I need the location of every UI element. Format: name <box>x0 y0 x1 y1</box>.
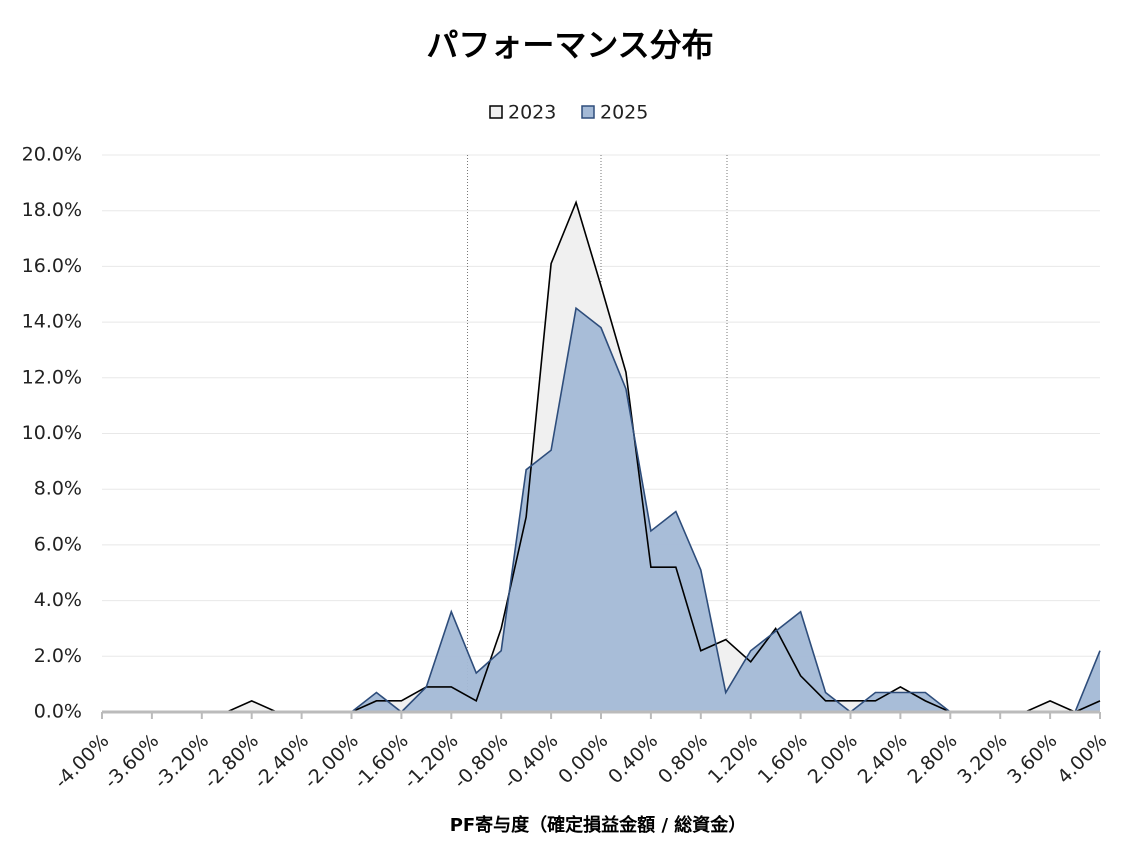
y-tick-label: 18.0% <box>22 199 82 221</box>
x-tick-label: -0.40% <box>499 730 562 793</box>
x-tick-label: 2.00% <box>804 730 862 788</box>
x-tick-label: 0.40% <box>604 730 662 788</box>
y-tick-label: 2.0% <box>34 645 82 667</box>
area <box>102 308 1100 712</box>
x-tick-label: 2.40% <box>854 730 912 788</box>
legend-swatch <box>581 105 595 119</box>
line <box>102 199 1101 713</box>
legend-label: 2023 <box>508 102 556 124</box>
legend-swatch <box>489 105 503 119</box>
y-tick-label: 12.0% <box>22 366 82 388</box>
x-axis-label: PF寄与度（確定損益金額 / 総資金） <box>450 814 747 836</box>
x-tick-label: 3.60% <box>1003 730 1061 788</box>
legend-label: 2025 <box>600 102 648 124</box>
y-tick-label: 4.0% <box>34 589 82 611</box>
x-tick-label: -2.80% <box>200 730 263 793</box>
y-tick-label: 6.0% <box>34 533 82 555</box>
x-tick-label: 4.00% <box>1053 730 1111 788</box>
x-tick-label: 2.80% <box>903 730 961 788</box>
y-tick-label: 8.0% <box>34 478 82 500</box>
x-tick-label: -3.60% <box>100 730 163 793</box>
x-tick-label: 1.60% <box>754 730 812 788</box>
x-tick-label: -2.40% <box>250 730 313 793</box>
x-tick-label: 1.20% <box>704 730 762 788</box>
y-tick-label: 20.0% <box>22 144 82 166</box>
y-tick-label: 10.0% <box>22 422 82 444</box>
y-tick-label: 14.0% <box>22 311 82 333</box>
chart-title: パフォーマンス分布 <box>426 26 713 64</box>
x-tick-label: -4.00% <box>50 730 113 793</box>
x-tick-label: 3.20% <box>953 730 1011 788</box>
x-tick-label: 0.00% <box>554 730 612 788</box>
y-tick-label: 16.0% <box>22 255 82 277</box>
x-tick-label: 0.80% <box>654 730 712 788</box>
y-tick-label: 0.0% <box>34 701 82 723</box>
x-tick-label: -1.20% <box>400 730 463 793</box>
x-tick-label: -3.20% <box>150 730 213 793</box>
x-tick-label: -0.80% <box>450 730 513 793</box>
x-tick-label: -1.60% <box>350 730 413 793</box>
x-tick-label: -2.00% <box>300 730 363 793</box>
